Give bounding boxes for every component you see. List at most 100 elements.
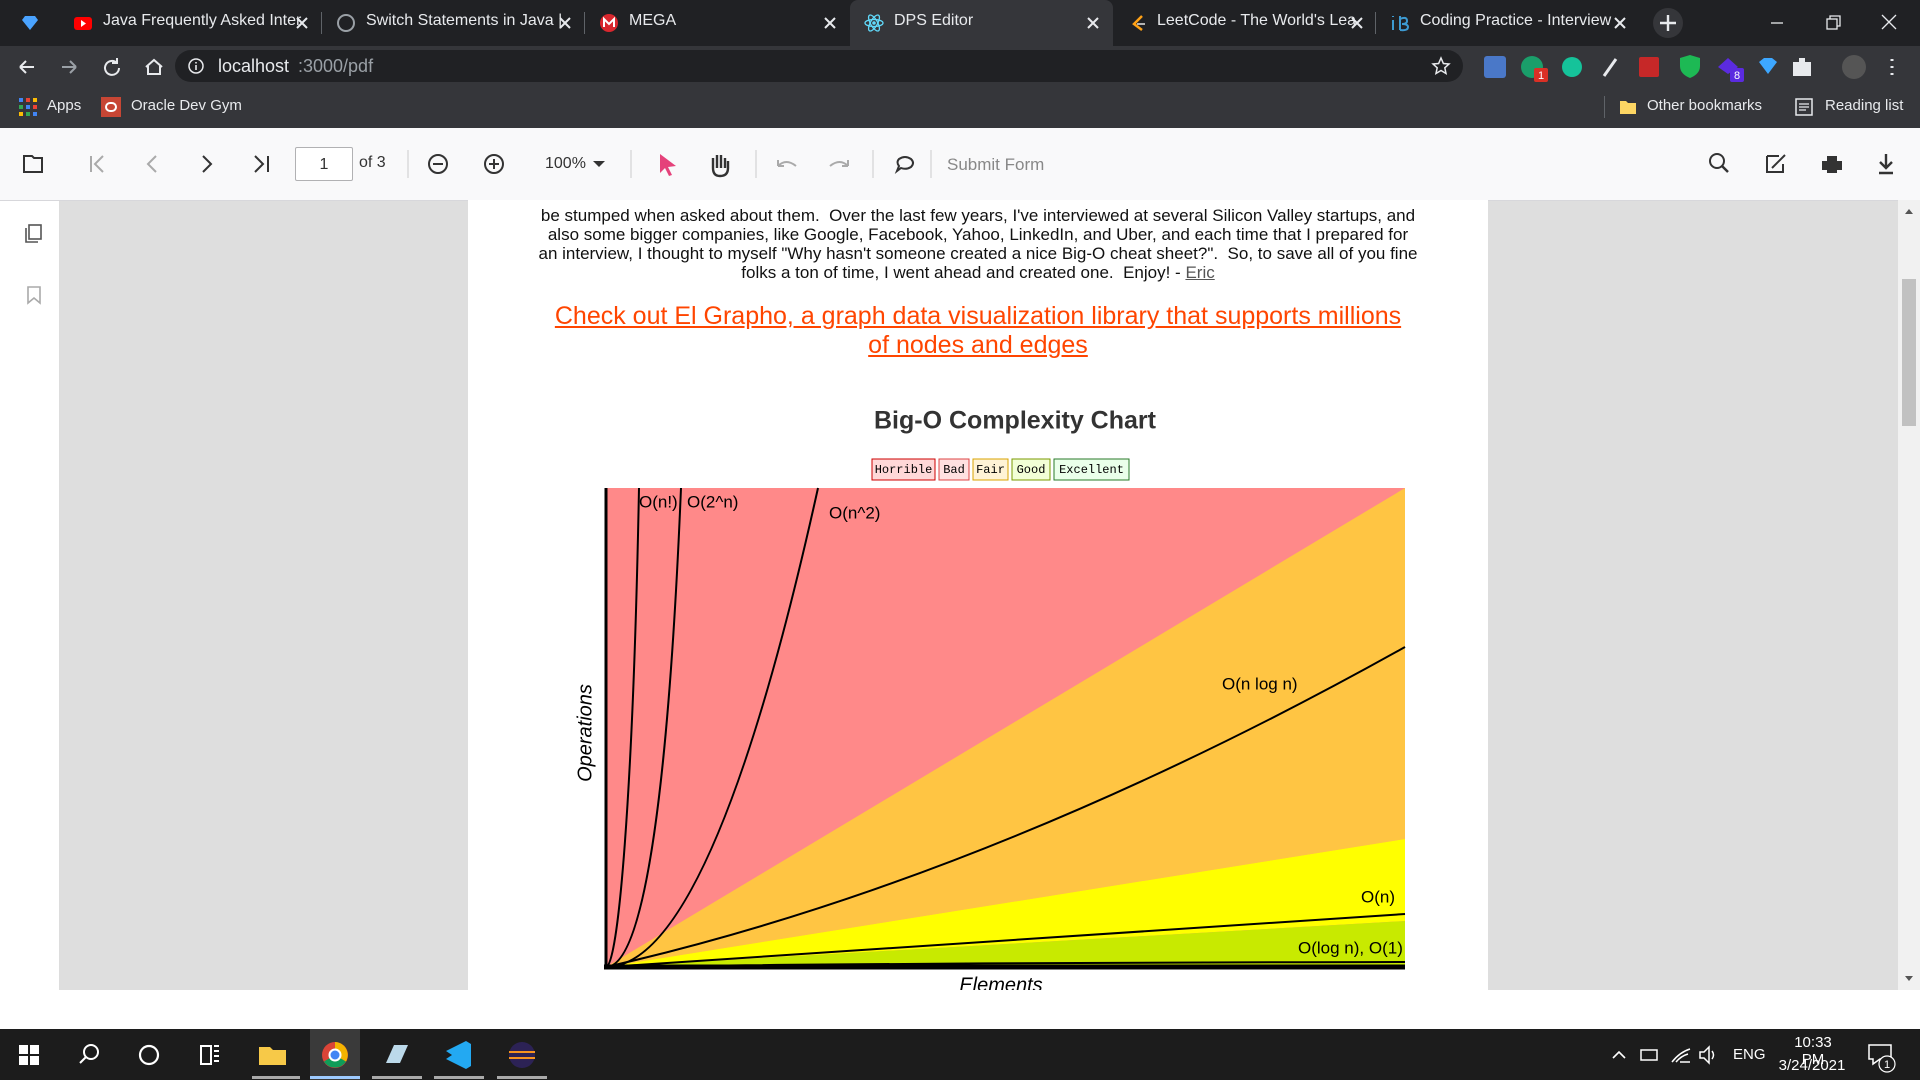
pdf-toolbar: 1 of 3 100% Submit Form <box>0 128 1920 201</box>
redo[interactable] <box>829 160 849 167</box>
forward-button[interactable] <box>62 60 77 74</box>
tab-close[interactable] <box>1613 16 1627 30</box>
eclipse-stripes <box>509 1051 535 1059</box>
notification-icon[interactable] <box>1868 1044 1892 1066</box>
zoom-in[interactable] <box>484 154 504 174</box>
tab[interactable]: LeetCode - The World's Lea <box>1113 0 1376 46</box>
zoom-caret[interactable] <box>593 161 605 167</box>
page-number-input[interactable]: 1 <box>295 147 353 181</box>
last-page[interactable] <box>254 155 269 173</box>
grammarly-ext[interactable] <box>1562 57 1582 77</box>
submit-form-button[interactable]: Submit Form <box>947 155 1045 174</box>
clock-time[interactable]: 10:33 PM <box>1794 1034 1832 1068</box>
scroll-up[interactable] <box>1905 209 1913 214</box>
back-button[interactable] <box>19 60 34 74</box>
clock-date[interactable]: 3/24/2021 <box>1778 1057 1846 1074</box>
wifi-icon[interactable] <box>1671 1048 1691 1063</box>
bookmarks-button[interactable] <box>24 285 44 305</box>
scrollbar[interactable] <box>1898 200 1920 990</box>
language-indicator[interactable]: ENG <box>1733 1046 1766 1063</box>
home-button[interactable] <box>145 58 163 75</box>
cortana-button[interactable] <box>138 1044 160 1066</box>
search-button[interactable] <box>1709 153 1725 169</box>
next-page[interactable] <box>202 155 213 173</box>
url-path: :3000/pdf <box>298 56 374 76</box>
tab-close[interactable] <box>1086 16 1100 30</box>
search-handle <box>79 1056 87 1064</box>
tab[interactable]: Java Frequently Asked Inter <box>59 0 322 46</box>
active-tab[interactable]: DPS Editor <box>850 0 1113 46</box>
reload-button[interactable] <box>104 58 120 76</box>
curve-label: O(2^n) <box>687 492 738 511</box>
previous-page[interactable] <box>146 155 157 173</box>
restore-button[interactable] <box>1816 10 1850 36</box>
tab[interactable]: Switch Statements in Java | <box>322 0 585 46</box>
notification-count: 1 <box>1884 1059 1890 1071</box>
minimize-button[interactable] <box>1760 10 1794 36</box>
vscode-app[interactable] <box>446 1041 471 1069</box>
battery-icon[interactable] <box>1640 1049 1658 1061</box>
task-view[interactable] <box>200 1045 219 1065</box>
promo-link[interactable]: of nodes and edges <box>868 331 1088 359</box>
react-icon <box>864 14 884 32</box>
running-indicator <box>372 1076 422 1079</box>
omnibox[interactable]: localhost :3000/pdf <box>175 50 1463 82</box>
thumbnails-button[interactable] <box>24 223 44 243</box>
volume-icon[interactable] <box>1699 1045 1715 1065</box>
bookmark[interactable]: Other bookmarks <box>1647 97 1763 114</box>
tab-icon <box>22 16 38 30</box>
eclipse-app[interactable] <box>509 1042 535 1068</box>
tab-close[interactable] <box>295 16 309 30</box>
notepad-app[interactable] <box>386 1045 408 1063</box>
bookmark-star[interactable] <box>1431 56 1451 76</box>
extensions: 1 8 <box>1484 55 1894 82</box>
translate-ext[interactable] <box>1484 56 1506 78</box>
promo-link[interactable]: Check out El Grapho, a graph data visual… <box>554 302 1402 330</box>
tab-close[interactable] <box>823 16 837 30</box>
bookmark[interactable]: Apps <box>47 97 82 114</box>
scroll-down[interactable] <box>1905 976 1913 981</box>
hand-tool[interactable] <box>711 155 730 178</box>
tab-title: DPS Editor <box>894 12 974 29</box>
pdf-sidebar <box>0 201 60 990</box>
profile-button[interactable] <box>1842 55 1866 79</box>
explorer-app[interactable] <box>259 1047 286 1065</box>
gem-ext[interactable] <box>1759 58 1777 74</box>
tab[interactable]: MEGA <box>585 0 850 46</box>
paragraph-line: also some bigger companies, like Google,… <box>547 225 1409 244</box>
bookmarks-bar: Apps Oracle Dev Gym Other bookmarks Read… <box>0 86 1920 128</box>
bookmark[interactable]: Oracle Dev Gym <box>131 97 242 114</box>
sidebar-toggle[interactable] <box>23 155 43 173</box>
pinned-tab[interactable] <box>0 0 59 46</box>
tab[interactable]: Coding Practice - Interview <box>1376 0 1641 46</box>
reading-list-icon <box>1795 98 1813 116</box>
signature-link[interactable]: Eric <box>1185 263 1215 282</box>
edit-button[interactable] <box>1766 154 1786 173</box>
folder-icon <box>1620 101 1636 114</box>
comment-tool[interactable] <box>894 156 914 174</box>
running-indicator <box>252 1076 300 1079</box>
undo[interactable] <box>777 160 797 167</box>
new-tab-button[interactable] <box>1652 7 1684 39</box>
tray-expand[interactable] <box>1612 1050 1626 1059</box>
first-page[interactable] <box>90 155 104 173</box>
pen-ext[interactable] <box>1602 58 1618 77</box>
select-tool[interactable] <box>660 154 676 176</box>
print-button[interactable] <box>1822 156 1842 173</box>
scroll-thumb[interactable] <box>1902 279 1916 426</box>
tab-close[interactable] <box>1350 16 1364 30</box>
search-button[interactable] <box>83 1044 99 1060</box>
ext-icon[interactable] <box>1639 57 1659 77</box>
zoom-level[interactable]: 100% <box>545 155 586 172</box>
download-button[interactable] <box>1879 154 1893 175</box>
bookmark[interactable]: Reading list <box>1825 97 1904 114</box>
tab-close[interactable] <box>558 16 572 30</box>
shield-ext[interactable] <box>1680 55 1700 78</box>
extensions-button[interactable] <box>1793 58 1811 76</box>
separator <box>1604 96 1605 118</box>
zoom-out[interactable] <box>428 154 448 174</box>
notification-badge <box>1878 1055 1896 1073</box>
curve-label: O(n^2) <box>829 503 880 522</box>
close-window-button[interactable] <box>1872 10 1906 36</box>
start-button[interactable] <box>19 1045 39 1065</box>
